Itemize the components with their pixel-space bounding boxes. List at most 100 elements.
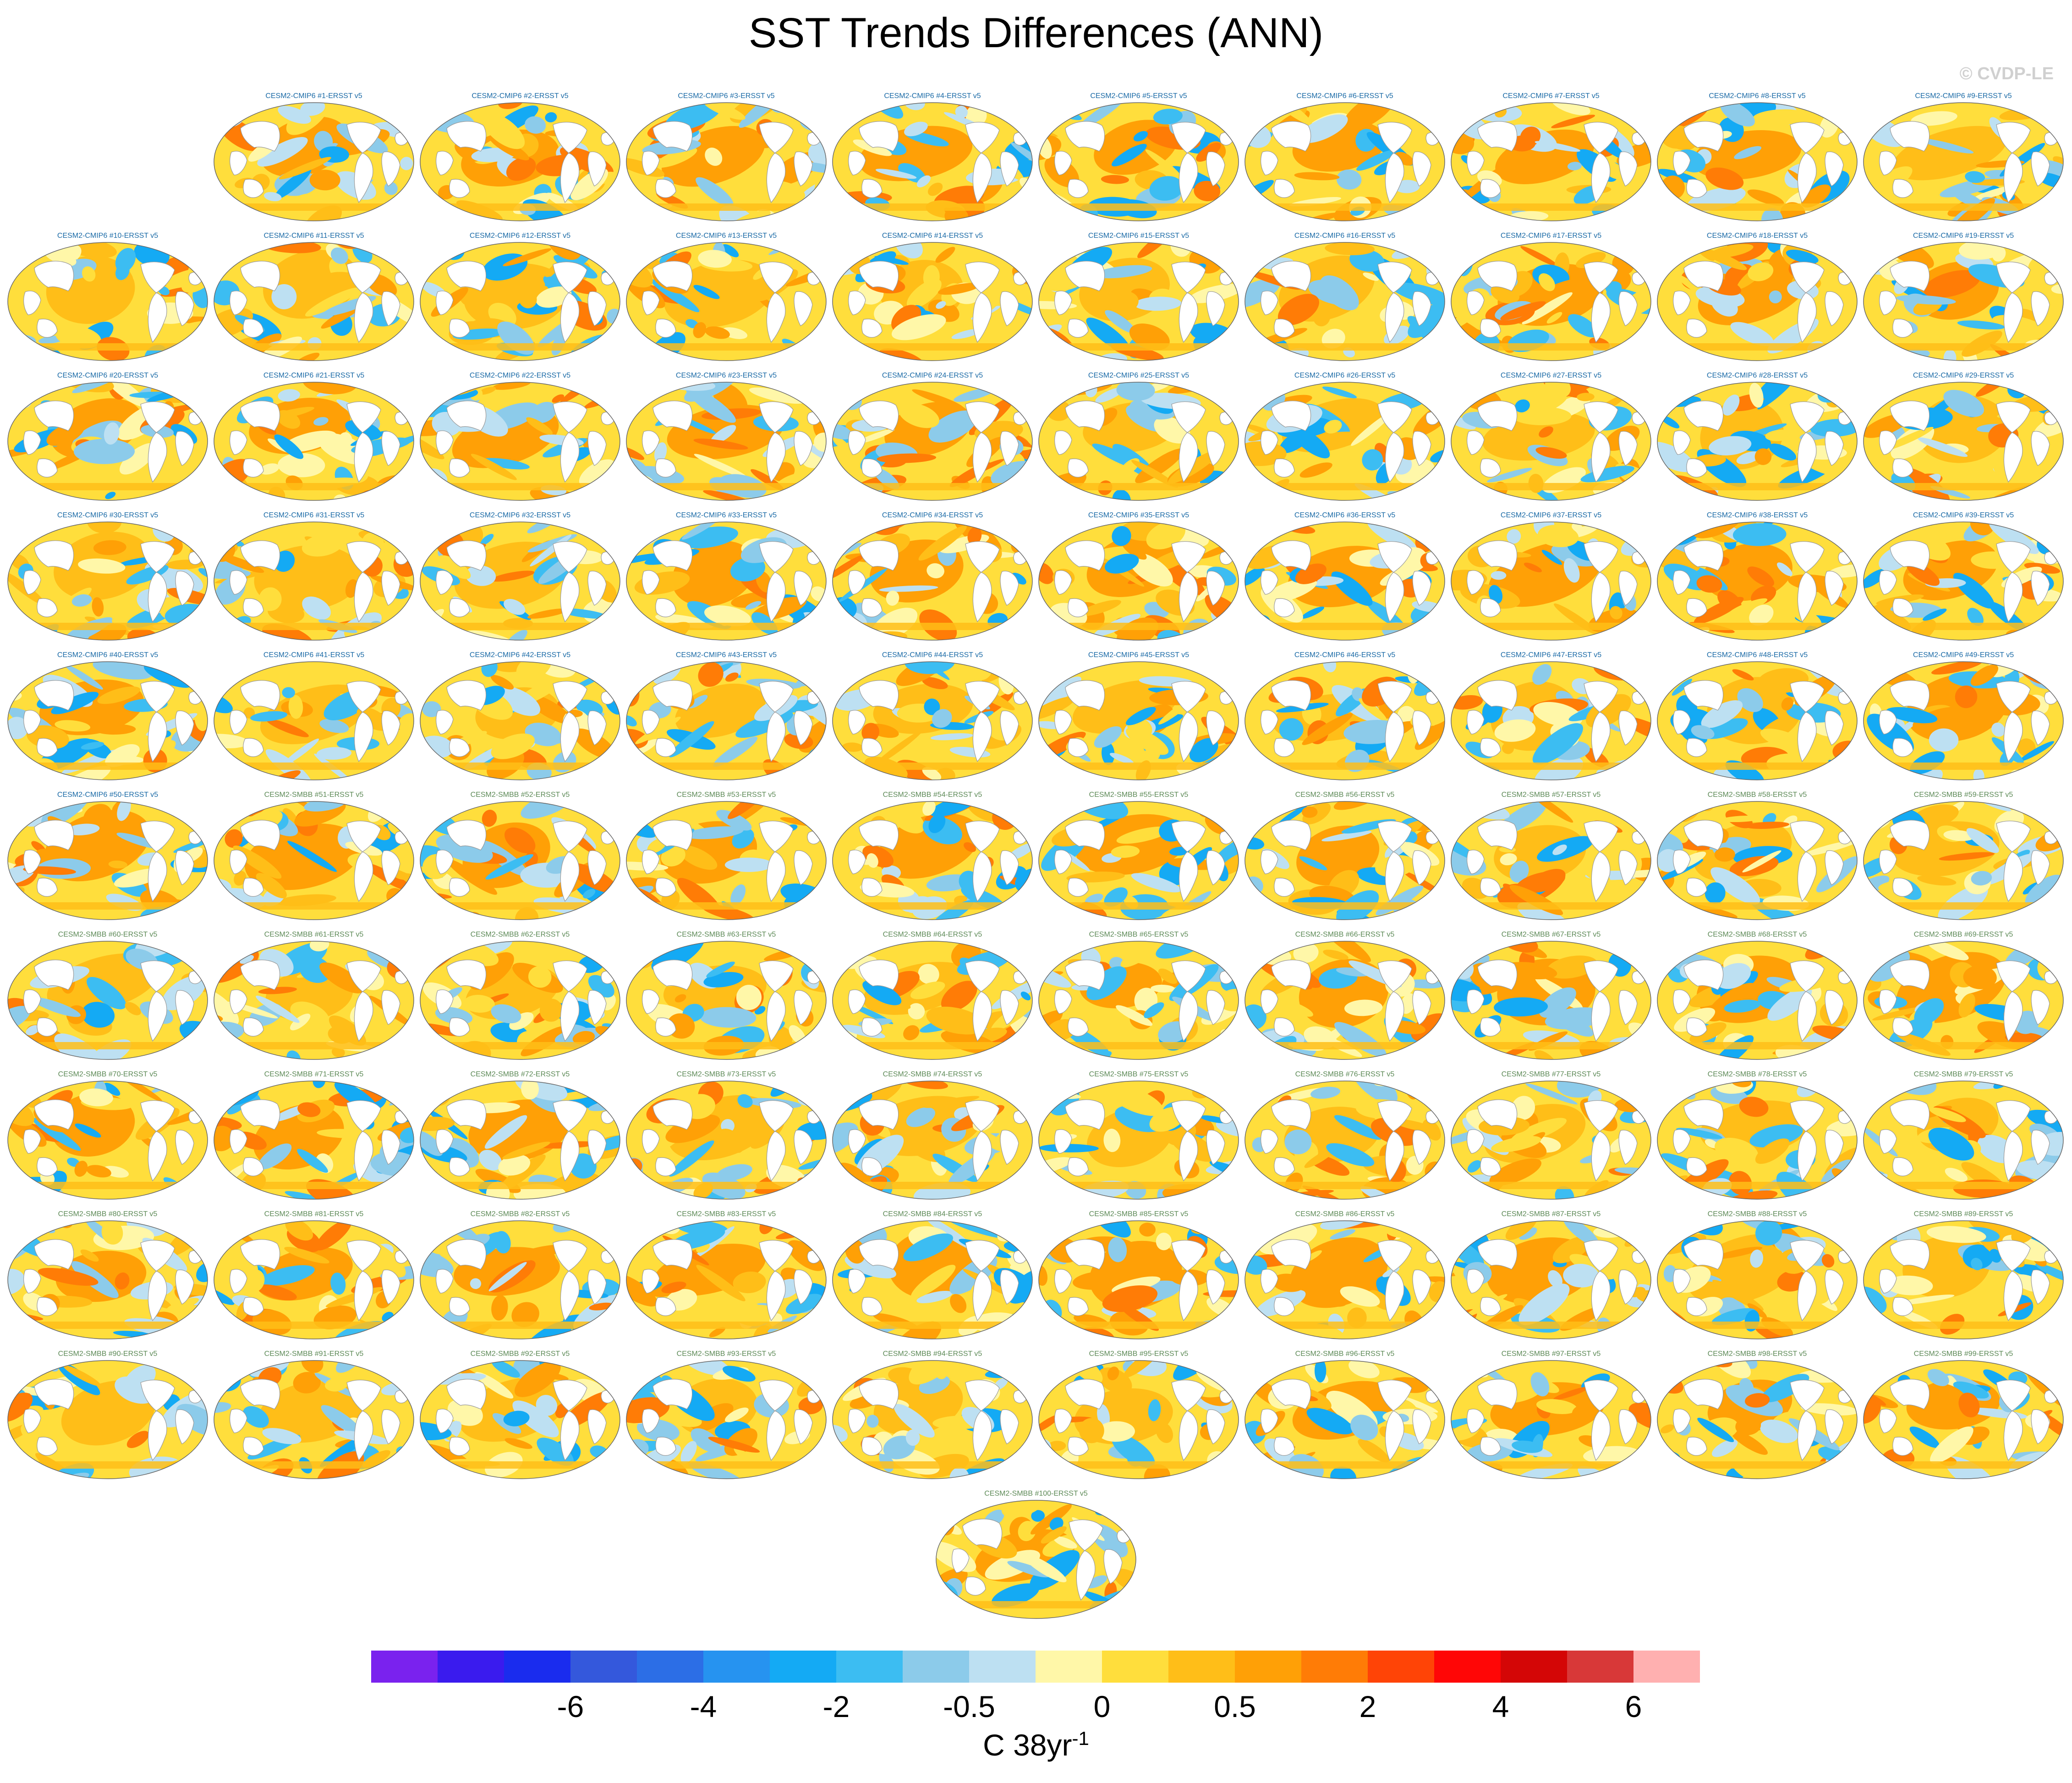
sst-map (420, 521, 620, 641)
map-panel: CESM2-CMIP6 #45-ERSST v5 (1036, 651, 1242, 784)
panel-title: CESM2-CMIP6 #15-ERSST v5 (1088, 232, 1189, 240)
map-panel: CESM2-CMIP6 #23-ERSST v5 (623, 371, 829, 504)
panel-title: CESM2-SMBB #79-ERSST v5 (1913, 1070, 2013, 1078)
sst-map (214, 1360, 414, 1479)
sst-map (832, 242, 1033, 361)
panel-title: CESM2-SMBB #85-ERSST v5 (1089, 1210, 1189, 1218)
sst-map (1863, 242, 2064, 361)
panel-title: CESM2-CMIP6 #2-ERSST v5 (471, 92, 569, 100)
map-panel: CESM2-CMIP6 #36-ERSST v5 (1242, 511, 1448, 644)
sst-map (626, 1220, 827, 1339)
map-panel: CESM2-CMIP6 #20-ERSST v5 (5, 371, 211, 504)
map-panel: CESM2-SMBB #77-ERSST v5 (1448, 1070, 1654, 1203)
sst-map (1244, 1360, 1445, 1479)
panel-title: CESM2-CMIP6 #20-ERSST v5 (57, 372, 159, 379)
panel-title: CESM2-SMBB #97-ERSST v5 (1501, 1350, 1601, 1358)
panel-title: CESM2-SMBB #80-ERSST v5 (58, 1210, 158, 1218)
sst-map (214, 1220, 414, 1339)
map-panel: CESM2-SMBB #64-ERSST v5 (829, 930, 1036, 1063)
map-panel: CESM2-CMIP6 #42-ERSST v5 (417, 651, 623, 784)
sst-map (1244, 1220, 1445, 1339)
panel-title: CESM2-SMBB #86-ERSST v5 (1295, 1210, 1395, 1218)
map-panel: CESM2-CMIP6 #2-ERSST v5 (417, 92, 623, 225)
panel-title: CESM2-CMIP6 #33-ERSST v5 (675, 511, 777, 519)
map-panel: CESM2-SMBB #56-ERSST v5 (1242, 790, 1448, 923)
sst-map (214, 941, 414, 1060)
panel-title: CESM2-SMBB #59-ERSST v5 (1913, 791, 2013, 799)
sst-map (1657, 661, 1858, 780)
sst-map (1244, 242, 1445, 361)
panel-title: CESM2-CMIP6 #46-ERSST v5 (1294, 651, 1396, 659)
sst-map (1657, 941, 1858, 1060)
map-panel: CESM2-SMBB #75-ERSST v5 (1036, 1070, 1242, 1203)
sst-map (1038, 521, 1239, 641)
panel-title: CESM2-CMIP6 #9-ERSST v5 (1915, 92, 2012, 100)
colorbar-tick-label: -4 (690, 1690, 717, 1723)
panel-title: CESM2-CMIP6 #13-ERSST v5 (675, 232, 777, 240)
map-panel: CESM2-SMBB #86-ERSST v5 (1242, 1210, 1448, 1343)
map-panel: CESM2-SMBB #79-ERSST v5 (1860, 1070, 2067, 1203)
sst-map (832, 661, 1033, 780)
map-panel: CESM2-SMBB #70-ERSST v5 (5, 1070, 211, 1203)
map-panel: CESM2-CMIP6 #22-ERSST v5 (417, 371, 623, 504)
map-panel: CESM2-SMBB #87-ERSST v5 (1448, 1210, 1654, 1343)
panel-title: CESM2-SMBB #51-ERSST v5 (264, 791, 364, 799)
map-panel: CESM2-SMBB #55-ERSST v5 (1036, 790, 1242, 923)
panel-title: CESM2-CMIP6 #4-ERSST v5 (884, 92, 981, 100)
colorbar-swatch (1235, 1651, 1302, 1683)
panel-title: CESM2-SMBB #71-ERSST v5 (264, 1070, 364, 1078)
sst-map (832, 102, 1033, 221)
sst-map (1038, 1220, 1239, 1339)
colorbar-swatch (504, 1651, 571, 1683)
map-panel: CESM2-CMIP6 #18-ERSST v5 (1654, 231, 1860, 364)
sst-map (1451, 661, 1651, 780)
colorbar-swatch (1036, 1651, 1102, 1683)
panel-title: CESM2-SMBB #88-ERSST v5 (1707, 1210, 1807, 1218)
colorbar-swatch (1168, 1651, 1235, 1683)
map-panel: CESM2-SMBB #66-ERSST v5 (1242, 930, 1448, 1063)
panel-title: CESM2-CMIP6 #5-ERSST v5 (1090, 92, 1187, 100)
map-panel: CESM2-CMIP6 #10-ERSST v5 (5, 231, 211, 364)
map-panel: CESM2-CMIP6 #17-ERSST v5 (1448, 231, 1654, 364)
map-panel: CESM2-SMBB #84-ERSST v5 (829, 1210, 1036, 1343)
map-panel: CESM2-SMBB #82-ERSST v5 (417, 1210, 623, 1343)
sst-map (1451, 521, 1651, 641)
sst-map (1038, 661, 1239, 780)
panel-title: CESM2-SMBB #81-ERSST v5 (264, 1210, 364, 1218)
panel-title: CESM2-SMBB #93-ERSST v5 (676, 1350, 776, 1358)
panel-title: CESM2-CMIP6 #50-ERSST v5 (57, 791, 159, 799)
sst-map (1038, 242, 1239, 361)
panel-title: CESM2-SMBB #56-ERSST v5 (1295, 791, 1395, 799)
panel-title: CESM2-CMIP6 #11-ERSST v5 (263, 232, 364, 240)
sst-map (7, 242, 208, 361)
map-panel: CESM2-CMIP6 #38-ERSST v5 (1654, 511, 1860, 644)
map-panel: CESM2-SMBB #83-ERSST v5 (623, 1210, 829, 1343)
sst-map (1451, 382, 1651, 501)
colorbar-tick-label: -6 (557, 1690, 584, 1723)
panel-title: CESM2-CMIP6 #34-ERSST v5 (882, 511, 983, 519)
colorbar-swatch (770, 1651, 837, 1683)
panel-title: CESM2-CMIP6 #36-ERSST v5 (1294, 511, 1396, 519)
panel-title: CESM2-SMBB #54-ERSST v5 (883, 791, 982, 799)
panel-title: CESM2-CMIP6 #10-ERSST v5 (57, 232, 159, 240)
colorbar-tick-label: 2 (1359, 1690, 1376, 1723)
map-panel: CESM2-CMIP6 #48-ERSST v5 (1654, 651, 1860, 784)
sst-map (1657, 1360, 1858, 1479)
panel-title: CESM2-CMIP6 #40-ERSST v5 (57, 651, 159, 659)
panel-title: CESM2-CMIP6 #31-ERSST v5 (263, 511, 365, 519)
map-panel: CESM2-SMBB #53-ERSST v5 (623, 790, 829, 923)
sst-map (7, 661, 208, 780)
sst-map (1244, 941, 1445, 1060)
map-panel: CESM2-CMIP6 #16-ERSST v5 (1242, 231, 1448, 364)
map-panel: CESM2-SMBB #95-ERSST v5 (1036, 1350, 1242, 1482)
map-panel: CESM2-SMBB #89-ERSST v5 (1860, 1210, 2067, 1343)
map-panel: CESM2-CMIP6 #7-ERSST v5 (1448, 92, 1654, 225)
colorbar-swatch (1434, 1651, 1501, 1683)
map-panel: CESM2-SMBB #72-ERSST v5 (417, 1070, 623, 1203)
panel-title: CESM2-CMIP6 #27-ERSST v5 (1500, 372, 1602, 379)
panel-title: CESM2-SMBB #57-ERSST v5 (1501, 791, 1601, 799)
colorbar-swatch (438, 1651, 504, 1683)
panel-title: CESM2-SMBB #53-ERSST v5 (676, 791, 776, 799)
map-panel: CESM2-CMIP6 #29-ERSST v5 (1860, 371, 2067, 504)
colorbar-swatch (1368, 1651, 1435, 1683)
